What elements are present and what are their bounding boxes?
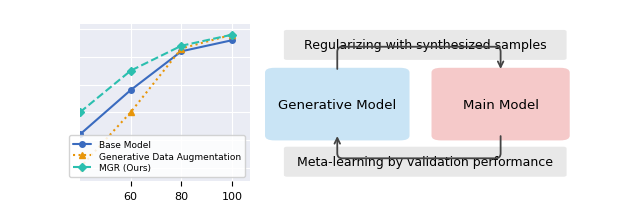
FancyBboxPatch shape	[284, 147, 566, 177]
Text: Regularizing with synthesized samples: Regularizing with synthesized samples	[304, 39, 547, 52]
Generative Data Augmentation	[127, 111, 134, 114]
Base Model	[127, 89, 134, 92]
FancyBboxPatch shape	[265, 69, 410, 141]
Text: Main Model: Main Model	[463, 98, 539, 111]
Line: Base Model: Base Model	[77, 38, 235, 137]
Generative Data Augmentation	[228, 34, 236, 37]
Legend: Base Model, Generative Data Augmentation, MGR (Ours): Base Model, Generative Data Augmentation…	[69, 136, 245, 177]
MGR (Ours)	[127, 70, 134, 73]
Base Model	[228, 40, 236, 42]
FancyBboxPatch shape	[284, 31, 566, 61]
Base Model	[76, 133, 84, 136]
Line: Generative Data Augmentation: Generative Data Augmentation	[77, 32, 236, 171]
MGR (Ours)	[177, 45, 185, 48]
FancyBboxPatch shape	[431, 69, 570, 141]
MGR (Ours)	[76, 111, 84, 114]
Line: MGR (Ours): MGR (Ours)	[77, 33, 235, 115]
Generative Data Augmentation	[177, 48, 185, 51]
MGR (Ours)	[228, 34, 236, 37]
Text: Meta-learning by validation performance: Meta-learning by validation performance	[297, 155, 553, 168]
Generative Data Augmentation	[76, 166, 84, 169]
Text: Generative Model: Generative Model	[278, 98, 396, 111]
Base Model	[177, 51, 185, 53]
